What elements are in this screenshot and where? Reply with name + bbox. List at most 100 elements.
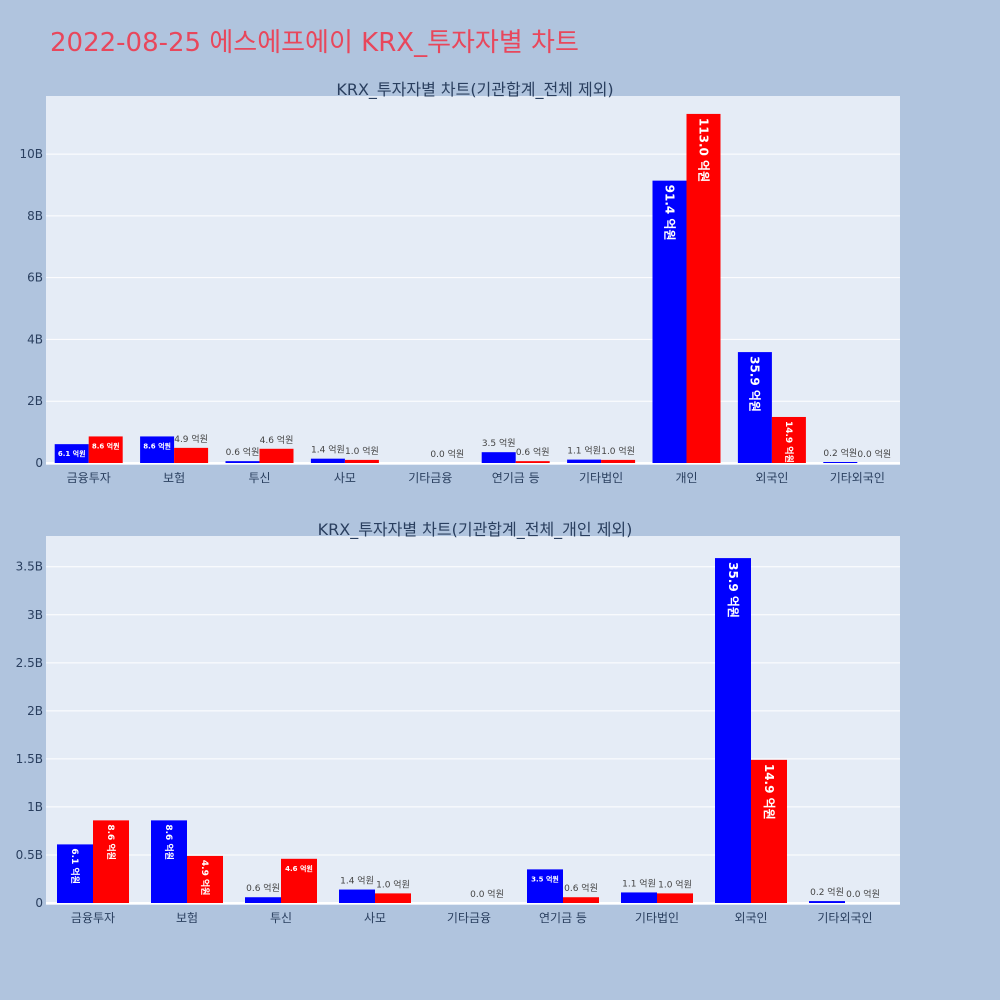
data-label: 0.2 억원 [823, 447, 857, 459]
x-tick-label: 사모 [334, 471, 356, 485]
data-label: 8.6 억원 [143, 441, 171, 450]
bar [174, 447, 209, 463]
data-label: 4.6 억원 [285, 864, 313, 873]
x-tick-label: 금융투자 [71, 911, 115, 925]
y-tick-label: 4B [27, 332, 43, 346]
y-tick-label: 1B [27, 800, 43, 814]
x-tick-label: 기타외국인 [830, 471, 885, 485]
y-tick-label: 3.5B [16, 560, 43, 574]
y-tick-label: 3B [27, 608, 43, 622]
data-label: 4.6 억원 [260, 434, 294, 446]
data-label: 4.9 억원 [174, 433, 208, 445]
y-tick-label: 10B [19, 147, 43, 161]
bar [57, 844, 93, 903]
y-tick-label: 2B [27, 704, 43, 718]
bar [93, 820, 129, 903]
data-label: 3.5 억원 [482, 437, 516, 449]
x-tick-label: 개인 [675, 471, 697, 485]
x-tick-label: 보험 [176, 911, 198, 925]
x-tick-label: 기타금융 [408, 471, 452, 485]
data-label: 1.1 억원 [567, 445, 601, 457]
bar [88, 436, 123, 463]
x-tick-label: 사모 [364, 911, 386, 925]
bar [54, 444, 89, 463]
data-label: 0.0 억원 [470, 888, 504, 900]
x-tick-label: 투신 [270, 911, 292, 925]
data-label: 8.6 억원 [105, 824, 117, 860]
data-label: 1.1 억원 [622, 877, 656, 889]
data-label: 0.6 억원 [226, 446, 260, 458]
data-label: 0.6 억원 [516, 446, 550, 458]
bar [715, 558, 751, 903]
data-label: 1.0 억원 [601, 445, 635, 457]
bar [225, 461, 260, 463]
chart-title: KRX_투자자별 차트(기관합계_전체_개인 제외) [318, 520, 633, 540]
data-label: 1.4 억원 [340, 875, 374, 887]
bar [344, 459, 379, 463]
bar [686, 113, 721, 463]
bar [140, 436, 175, 463]
data-label: 35.9 억원 [726, 562, 740, 618]
data-label: 35.9 억원 [748, 356, 762, 412]
bar [375, 893, 411, 903]
y-tick-label: 0.5B [16, 848, 43, 862]
bar [657, 893, 693, 903]
page-title: 2022-08-25 에스에프에이 KRX_투자자별 차트 [50, 28, 579, 58]
bar [601, 459, 636, 463]
x-tick-label: 투신 [248, 471, 270, 485]
chart-top: KRX_투자자별 차트(기관합계_전체 제외) 0 2B 4B 6B 8B 10B 금융투자 6… [19, 80, 900, 485]
bar [823, 462, 858, 463]
x-tick-label: 기타외국인 [817, 911, 872, 925]
bar [652, 180, 687, 463]
bar [563, 897, 599, 903]
bar [809, 901, 845, 903]
data-label: 91.4 억원 [662, 185, 676, 241]
x-tick-label: 기타법인 [579, 471, 623, 485]
data-label: 1.0 억원 [376, 878, 410, 890]
bar [621, 892, 657, 903]
data-label: 14.9 억원 [783, 421, 795, 463]
x-tick-label: 금융투자 [67, 471, 111, 485]
y-tick-label: 0 [35, 896, 43, 910]
x-tick-label: 연기금 등 [492, 471, 540, 485]
y-tick-label: 0 [35, 456, 43, 470]
x-tick-label: 보험 [163, 471, 185, 485]
bar [187, 855, 223, 903]
data-label: 113.0 억원 [696, 118, 710, 182]
bar [281, 858, 317, 903]
data-label: 8.6 억원 [92, 441, 120, 450]
data-label: 0.2 억원 [810, 886, 844, 898]
data-label: 0.0 억원 [430, 448, 464, 460]
bar [751, 759, 787, 903]
data-label: 0.0 억원 [846, 888, 880, 900]
data-label: 1.0 억원 [345, 445, 379, 457]
data-label: 8.6 억원 [163, 824, 175, 860]
bar [527, 869, 563, 903]
x-tick-label: 외국인 [755, 471, 788, 485]
y-tick-label: 8B [27, 209, 43, 223]
y-tick-label: 6B [27, 271, 43, 285]
bar [737, 352, 772, 463]
data-label: 1.0 억원 [658, 878, 692, 890]
y-tick-label: 2B [27, 394, 43, 408]
data-label: 6.1 억원 [69, 848, 81, 884]
x-tick-label: 기타금융 [447, 911, 491, 925]
bar [245, 897, 281, 903]
bar [567, 459, 602, 463]
data-label: 0.0 억원 [857, 448, 891, 460]
bar [481, 452, 516, 463]
x-tick-label: 외국인 [734, 911, 767, 925]
bar [151, 820, 187, 903]
y-tick-label: 2.5B [16, 656, 43, 670]
x-tick-label: 기타법인 [635, 911, 679, 925]
bar [259, 448, 294, 463]
bar [339, 889, 375, 903]
data-label: 0.6 억원 [564, 882, 598, 894]
x-tick-label: 연기금 등 [539, 911, 587, 925]
bar [310, 458, 345, 463]
y-tick-label: 1.5B [16, 752, 43, 766]
data-label: 0.6 억원 [246, 882, 280, 894]
chart-bottom: KRX_투자자별 차트(기관합계_전체_개인 제외) 0 0.5B 1B 1.5B 2B 2… [16, 520, 900, 925]
data-label: 4.9 억원 [199, 860, 211, 896]
data-label: 14.9 억원 [762, 764, 776, 820]
